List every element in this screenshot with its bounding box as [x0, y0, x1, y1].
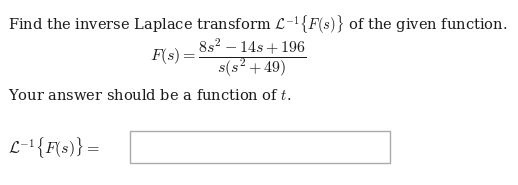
Text: Find the inverse Laplace transform $\mathcal{L}^{-1}\{F(s)\}$ of the given funct: Find the inverse Laplace transform $\mat…: [8, 13, 508, 36]
Text: Your answer should be a function of $t$.: Your answer should be a function of $t$.: [8, 88, 291, 103]
Text: $F(s) = \dfrac{8s^2 - 14s + 196}{s(s^2 + 49)}$: $F(s) = \dfrac{8s^2 - 14s + 196}{s(s^2 +…: [150, 36, 307, 80]
Text: $\mathcal{L}^{-1}\{F(s)\} =$: $\mathcal{L}^{-1}\{F(s)\} =$: [8, 134, 100, 159]
Bar: [130, 131, 390, 163]
